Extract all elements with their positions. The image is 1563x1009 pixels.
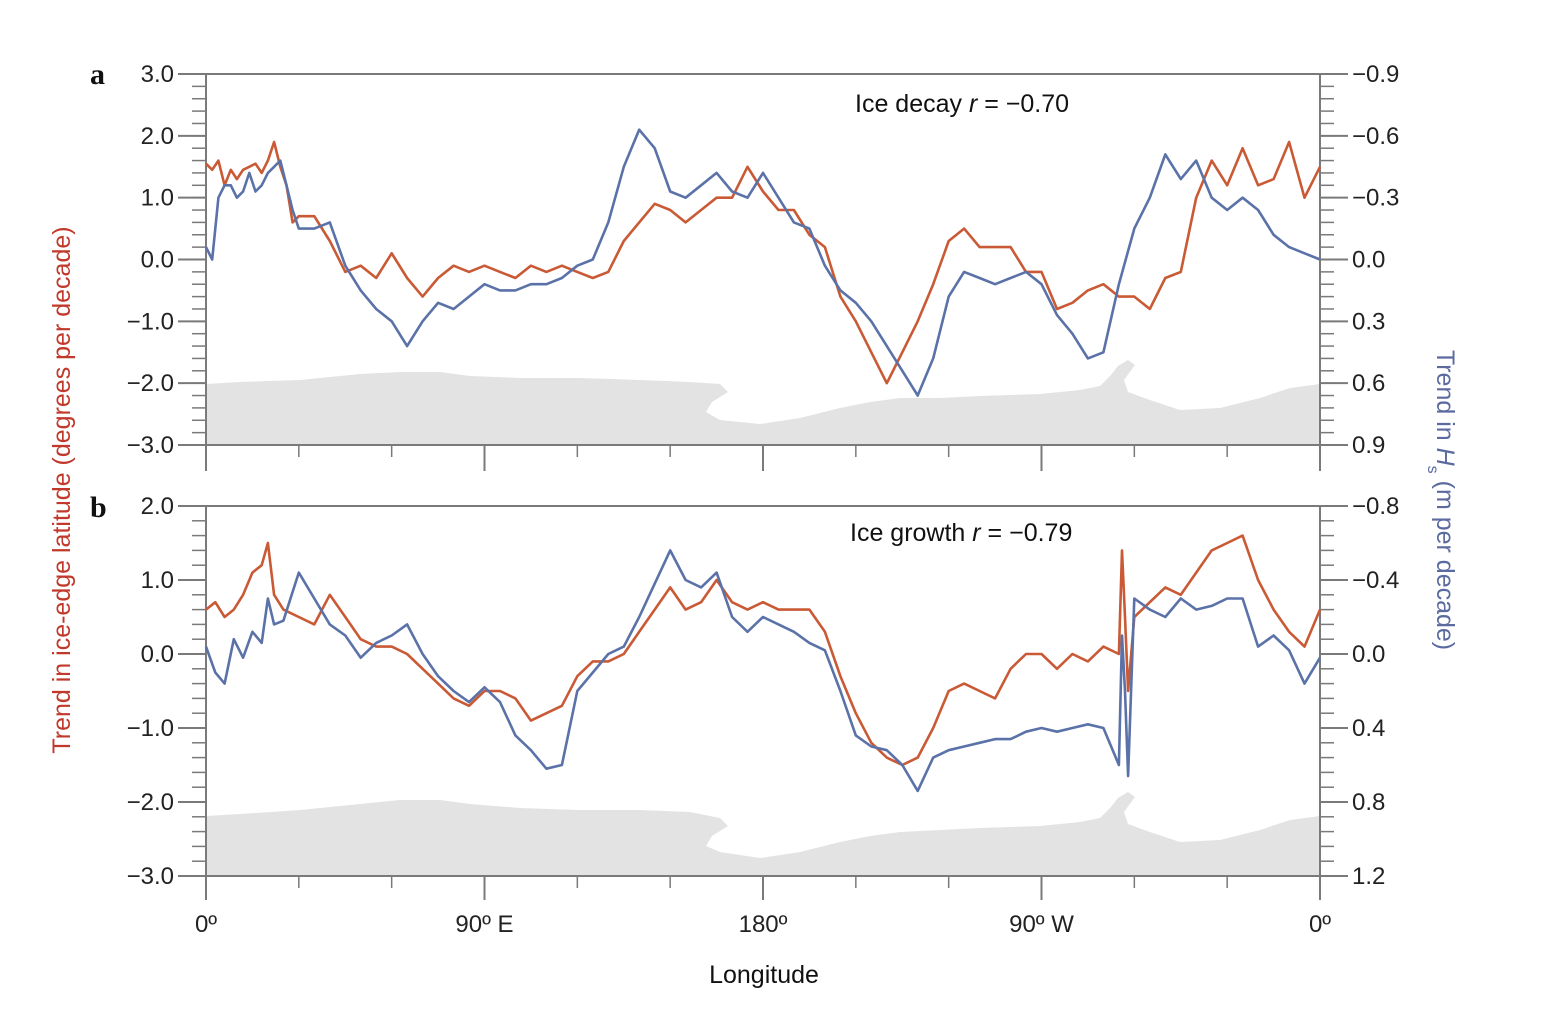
panel-b-right-tick-label: 1.2	[1352, 863, 1385, 890]
panel-b-wave-height-line	[204, 549, 1322, 793]
panel-a-left-tick-label: −2.0	[127, 370, 174, 397]
x-tick-label: 0º	[1309, 911, 1331, 938]
panel-a-right-tick-label: 0.3	[1352, 308, 1385, 335]
panel-b-letter: b	[90, 491, 107, 524]
panel-a-right-tick-label: −0.3	[1352, 185, 1399, 212]
panel-a-right-tick-label: 0.6	[1352, 370, 1385, 397]
panel-b-ice-edge-line	[205, 534, 1322, 767]
panel-a-annotation-suffix: = −0.70	[977, 90, 1069, 118]
panel-b-right-tick-label: 0.0	[1352, 641, 1385, 668]
panel-b-right-tick-label: −0.4	[1352, 567, 1399, 594]
panel-b-left-tick-label: 1.0	[141, 567, 174, 594]
panel-b-left-tick-label: 2.0	[141, 493, 174, 520]
panel-b-annotation-prefix: Ice growth	[850, 519, 972, 547]
panel-a: a Ice decay r = −0.70 3.0 2.0 1.0 0.0 −1.0 −2…	[90, 58, 1399, 471]
panel-a-left-tick-label: 0.0	[141, 247, 174, 274]
panel-b: b Ice growth r = −0.79 2.0 1.0 0.0 −1.0 −2.0…	[90, 491, 1399, 938]
panel-a-left-tick-label: −1.0	[127, 308, 174, 335]
y-right-axis-label-sub: s	[1425, 466, 1442, 474]
panel-b-right-tick-label: −0.8	[1352, 493, 1399, 520]
panel-b-antarctica-land	[206, 792, 1320, 876]
x-tick-label: 90º E	[455, 911, 513, 938]
panel-b-right-tick-label: 0.4	[1352, 715, 1385, 742]
panel-a-right-tick-label: −0.6	[1352, 123, 1399, 150]
panel-a-left-tick-label: 1.0	[141, 185, 174, 212]
panel-a-right-tick-label: 0.0	[1352, 247, 1385, 274]
x-tick-label: 180º	[739, 911, 788, 938]
x-axis-label: Longitude	[709, 961, 819, 989]
y-left-axis-label: Trend in ice-edge latitude (degrees per …	[48, 226, 76, 753]
panel-a-wave-height-line	[204, 128, 1321, 397]
y-right-axis-label-suffix: (m per decade)	[1431, 474, 1459, 650]
panel-b-right-tick-label: 0.8	[1352, 789, 1385, 816]
y-right-axis-label-prefix: Trend in	[1431, 350, 1459, 448]
panel-a-right-tick-label: 0.9	[1352, 432, 1385, 459]
panel-b-left-tick-label: −2.0	[127, 789, 174, 816]
panel-a-right-tick-label: −0.9	[1352, 61, 1399, 88]
panel-a-antarctica-land	[206, 360, 1320, 445]
panel-b-annotation-var: r	[972, 519, 982, 547]
panel-b-left-tick-label: −3.0	[127, 863, 174, 890]
y-right-axis-label: Trend in Hs (m per decade)	[1425, 350, 1460, 650]
x-tick-label: 0º	[195, 911, 217, 938]
y-right-axis-label-var: H	[1431, 448, 1459, 467]
panel-a-letter: a	[90, 58, 105, 91]
panel-a-annotation: Ice decay r = −0.70	[855, 90, 1069, 118]
panel-b-annotation-suffix: = −0.79	[981, 519, 1073, 547]
panel-a-left-tick-label: −3.0	[127, 432, 174, 459]
panel-b-annotation: Ice growth r = −0.79	[850, 519, 1072, 547]
x-tick-label: 90º W	[1009, 911, 1074, 938]
panel-b-left-tick-label: 0.0	[141, 641, 174, 668]
panel-b-left-tick-label: −1.0	[127, 715, 174, 742]
panel-a-left-tick-label: 3.0	[141, 61, 174, 88]
panel-a-left-tick-label: 2.0	[141, 123, 174, 150]
panel-a-annotation-var: r	[969, 90, 979, 118]
panel-a-annotation-prefix: Ice decay	[855, 90, 969, 118]
panel-a-ice-edge-line	[205, 140, 1322, 385]
